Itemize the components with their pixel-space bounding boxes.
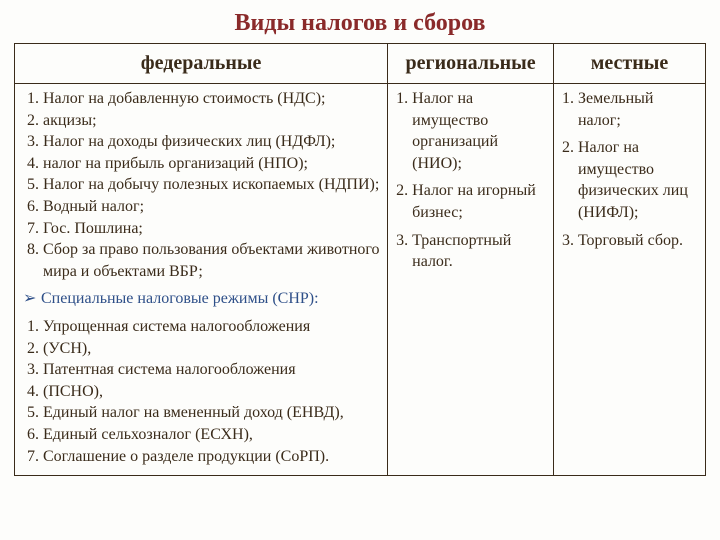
- snr-heading: ➢ Специальные налоговые режимы (СНР):: [23, 288, 381, 310]
- list-item: Налог на добавленную стоимость (НДС);: [43, 88, 381, 110]
- item-number: 2.: [394, 180, 412, 223]
- item-text: Налог на имущество организаций (НИО);: [412, 88, 547, 174]
- table-header-row: федеральные региональные местные: [15, 44, 706, 84]
- list-item: Единый сельхозналог (ЕСХН),: [43, 424, 381, 446]
- col-header-local: местные: [553, 44, 705, 84]
- item-number: 3.: [394, 230, 412, 273]
- col-header-federal: федеральные: [15, 44, 388, 84]
- arrow-icon: ➢: [23, 288, 37, 310]
- item-text: Налог на имущество физических лиц (НИФЛ)…: [578, 137, 699, 223]
- item-text: Торговый сбор.: [578, 230, 699, 252]
- item-text: Транспортный налог.: [412, 230, 547, 273]
- snr-list: Упрощенная система налогообложения (УСН)…: [21, 316, 381, 467]
- item-number: 3.: [560, 230, 578, 252]
- col-header-regional: региональные: [388, 44, 554, 84]
- list-item: Налог на добычу полезных ископаемых (НДП…: [43, 174, 381, 196]
- list-item: 1. Налог на имущество организаций (НИО);: [416, 88, 547, 174]
- list-item: 1. Земельный налог;: [582, 88, 699, 131]
- list-item: Упрощенная система налогообложения: [43, 316, 381, 338]
- cell-regional: 1. Налог на имущество организаций (НИО);…: [388, 84, 554, 476]
- item-number: 2.: [560, 137, 578, 223]
- list-item: Единый налог на вмененный доход (ЕНВД),: [43, 402, 381, 424]
- list-item: Гос. Пошлина;: [43, 218, 381, 240]
- list-item: 2. Налог на имущество физических лиц (НИ…: [582, 137, 699, 223]
- federal-list: Налог на добавленную стоимость (НДС); ак…: [21, 88, 381, 282]
- list-item: (УСН),: [43, 338, 381, 360]
- item-number: 1.: [560, 88, 578, 131]
- list-item: акцизы;: [43, 110, 381, 132]
- list-item: Водный налог;: [43, 196, 381, 218]
- snr-label: Специальные налоговые режимы (СНР):: [41, 290, 319, 307]
- table-row: Налог на добавленную стоимость (НДС); ак…: [15, 84, 706, 476]
- local-list: 1. Земельный налог; 2. Налог на имуществ…: [560, 88, 699, 251]
- item-text: Земельный налог;: [578, 88, 699, 131]
- item-text: Налог на игорный бизнес;: [412, 180, 547, 223]
- cell-local: 1. Земельный налог; 2. Налог на имуществ…: [553, 84, 705, 476]
- list-item: (ПСНО),: [43, 381, 381, 403]
- list-item: 3. Торговый сбор.: [582, 230, 699, 252]
- tax-table: федеральные региональные местные Налог н…: [14, 43, 706, 476]
- list-item: Сбор за право пользования объектами живо…: [43, 239, 381, 282]
- list-item: 3. Транспортный налог.: [416, 230, 547, 273]
- list-item: налог на прибыль организаций (НПО);: [43, 153, 381, 175]
- list-item: Налог на доходы физических лиц (НДФЛ);: [43, 131, 381, 153]
- list-item: Патентная система налогообложения: [43, 359, 381, 381]
- list-item: Соглашение о разделе продукции (СоРП).: [43, 446, 381, 468]
- regional-list: 1. Налог на имущество организаций (НИО);…: [394, 88, 547, 273]
- list-item: 2. Налог на игорный бизнес;: [416, 180, 547, 223]
- cell-federal: Налог на добавленную стоимость (НДС); ак…: [15, 84, 388, 476]
- item-number: 1.: [394, 88, 412, 174]
- page-title: Виды налогов и сборов: [14, 10, 706, 37]
